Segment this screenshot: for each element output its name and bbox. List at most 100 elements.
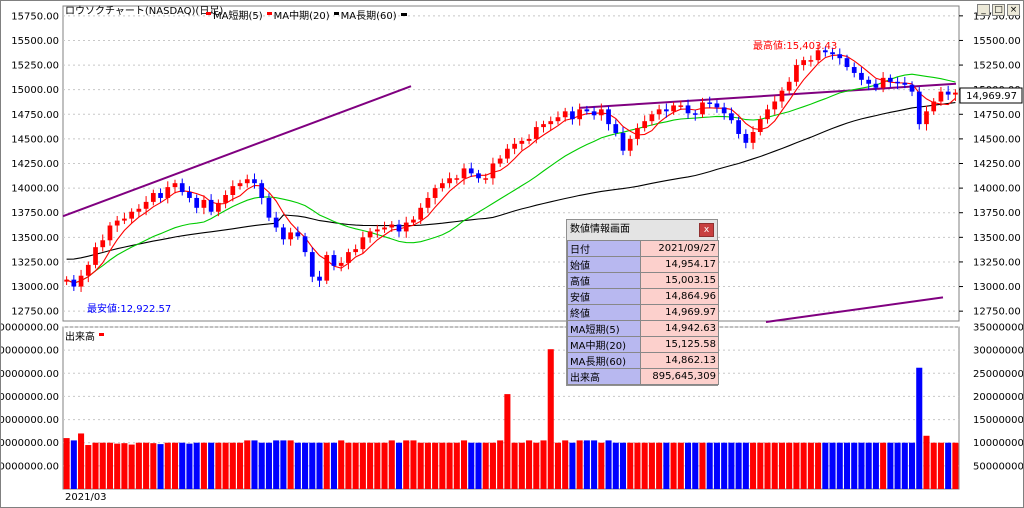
candle-body <box>208 199 214 212</box>
candle-body <box>627 138 633 151</box>
candle-body <box>685 105 691 114</box>
trendline <box>578 82 957 109</box>
candle-body <box>346 252 351 263</box>
volume-bar <box>215 442 222 489</box>
volume-bar <box>815 442 822 489</box>
candle-body <box>635 128 640 139</box>
candle-body <box>548 121 554 125</box>
ma-short-line <box>66 54 956 284</box>
candle-body <box>924 111 929 125</box>
volume-bar <box>302 442 309 489</box>
candle-body <box>273 217 279 228</box>
candle-body <box>664 109 669 112</box>
candle-body <box>562 111 568 118</box>
price-tick-left: 13250.00 <box>11 257 59 268</box>
candle-body <box>613 124 619 133</box>
candle-body <box>432 188 438 198</box>
volume-bar <box>945 442 952 489</box>
volume-bar <box>663 442 670 489</box>
candle-body <box>403 222 409 232</box>
info-panel-title: 数値情報画面 <box>570 224 630 235</box>
volume-bar <box>504 394 511 489</box>
candle-body <box>844 58 850 68</box>
price-tick-right: 13000.00 <box>973 282 1021 293</box>
volume-bar <box>872 442 879 489</box>
current-price-label: 14,969.97 <box>966 91 1017 102</box>
volume-bar <box>807 442 814 489</box>
price-tick-left: 14000.00 <box>11 184 59 195</box>
info-row-value: 14,969.97 <box>640 304 719 321</box>
candle-body <box>143 201 149 209</box>
volume-bar <box>713 442 720 489</box>
candle-body <box>71 279 77 287</box>
current-price-box <box>959 87 1023 104</box>
volume-bar <box>619 442 627 489</box>
volume-bar <box>605 440 612 489</box>
volume-bar <box>735 442 742 489</box>
price-tick-left: 13500.00 <box>11 233 59 244</box>
volume-bar <box>330 442 338 489</box>
price-tick-left: 15000.00 <box>11 85 59 96</box>
info-row-label: 高値 <box>567 272 641 289</box>
volume-bar <box>446 442 453 489</box>
maximize-button[interactable]: □ <box>992 4 1005 16</box>
info-panel-close-button[interactable]: x <box>699 223 714 237</box>
volume-bar <box>453 442 460 489</box>
close-button[interactable]: × <box>1007 4 1020 16</box>
candle-body <box>425 197 431 208</box>
volume-bar <box>143 442 150 489</box>
candle-body <box>266 197 272 218</box>
volume-bar <box>836 442 843 489</box>
volume-bar <box>323 442 330 489</box>
candle-body <box>468 168 474 174</box>
candle-body <box>512 143 517 149</box>
candle-body <box>237 183 243 187</box>
candle-body <box>584 109 590 112</box>
candle-body <box>309 252 315 277</box>
candle-body <box>953 92 958 95</box>
price-tick-right: 15500.00 <box>973 36 1021 47</box>
candle-body <box>779 90 785 102</box>
candle-body <box>837 54 843 59</box>
volume-bar <box>251 440 258 489</box>
info-panel-title-bar[interactable]: 数値情報画面 x <box>567 220 717 240</box>
candle-body <box>418 207 424 220</box>
info-row-value: 14,862.13 <box>640 352 719 369</box>
volume-bar <box>85 445 92 489</box>
candle-body <box>122 218 127 221</box>
volume-bar <box>99 442 106 489</box>
volume-bar <box>851 442 858 489</box>
volume-bar <box>381 442 388 489</box>
volume-bar <box>648 442 655 489</box>
volume-bar <box>952 442 959 489</box>
minimize-button[interactable]: _ <box>977 4 990 16</box>
candle-body <box>714 103 720 108</box>
volume-bar <box>533 442 540 489</box>
volume-bar <box>135 442 142 489</box>
candle-body <box>374 229 380 232</box>
volume-bar <box>858 442 865 489</box>
info-row-label: 終値 <box>567 304 641 321</box>
candle-body <box>396 224 402 232</box>
volume-bar <box>92 442 99 489</box>
volume-bar <box>316 442 323 489</box>
info-row: 日付 2021/09/27 <box>567 240 719 257</box>
candle-body <box>100 240 106 248</box>
volume-bar <box>410 440 417 489</box>
candle-body <box>620 132 626 151</box>
volume-bar <box>121 443 128 489</box>
volume-bar <box>294 442 301 489</box>
candle-body <box>505 148 510 159</box>
volume-legend-swatch <box>99 333 104 336</box>
volume-bar <box>634 442 641 489</box>
info-panel[interactable]: 数値情報画面 x 日付 2021/09/27 始値 14,954.17 高値 15,003… <box>566 219 719 386</box>
candle-body <box>179 183 185 193</box>
volume-bar <box>439 442 446 489</box>
candle-body <box>873 83 879 88</box>
candle-body <box>85 264 91 276</box>
info-row-value: 14,864.96 <box>640 288 719 305</box>
volume-bar <box>822 442 829 489</box>
